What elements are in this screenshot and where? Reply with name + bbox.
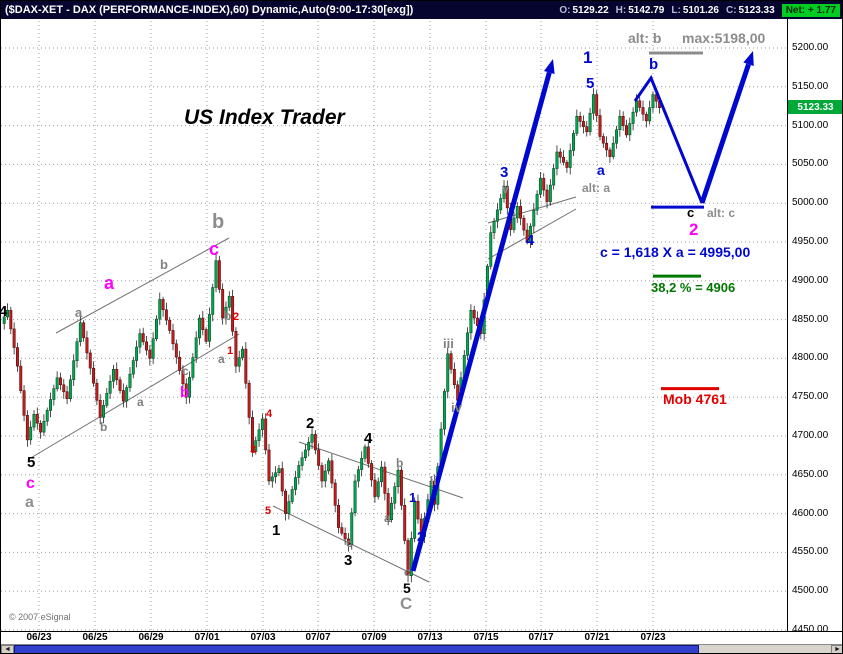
scroll-left-button[interactable]: ◄: [1, 645, 14, 653]
high-value: 5142.79: [628, 4, 665, 16]
low-quote: L: 5101.26: [671, 5, 719, 16]
window-titlebar[interactable]: ($DAX-XET - DAX (PERFORMANCE-INDEX),60) …: [1, 1, 842, 19]
time-axis-label: 07/23: [640, 632, 666, 643]
price-axis-label: 4950.00: [792, 236, 829, 247]
high-label: H:: [615, 4, 627, 16]
price-axis-label: 5150.00: [792, 80, 829, 92]
time-axis-label: 06/29: [138, 632, 164, 643]
low-value: 5101.26: [682, 4, 719, 16]
quote-readout: O: 5129.22 H: 5142.79 L: 5101.26 C: 5123.33 …: [559, 3, 840, 17]
price-axis-label: 5200.00: [792, 42, 829, 53]
last-price-badge: 5123.33: [788, 100, 842, 115]
time-axis-label: 06/25: [82, 632, 108, 643]
price-axis-label: 4700.00: [792, 430, 829, 441]
scrollbar-thumb[interactable]: [14, 645, 699, 653]
close-value: 5123.33: [738, 4, 775, 16]
time-axis-label: 07/15: [473, 632, 499, 643]
price-axis-label: 5100.00: [792, 119, 829, 131]
time-axis-label: 07/13: [417, 632, 443, 643]
net-change-badge: Net: + 1.77: [781, 3, 840, 17]
price-axis-label: 4600.00: [792, 507, 829, 519]
scroll-right-button[interactable]: ►: [831, 645, 842, 653]
open-label: O:: [559, 4, 571, 16]
price-axis-label: 4850.00: [792, 313, 829, 325]
chart-symbol-title: ($DAX-XET - DAX (PERFORMANCE-INDEX),60) …: [5, 4, 414, 16]
low-label: L:: [671, 4, 681, 16]
time-axis[interactable]: 06/23 06/25 06/29 07/01 07/03 07/07 07/09 07/13…: [1, 631, 842, 644]
horizontal-scrollbar[interactable]: ◄ ►: [1, 644, 842, 653]
price-axis-label: 4900.00: [792, 274, 829, 286]
close-quote: C: 5123.33: [726, 5, 775, 16]
time-axis-label: 07/07: [305, 632, 331, 643]
open-value: 5129.22: [572, 4, 609, 16]
time-axis-label: 07/03: [250, 632, 276, 643]
price-axis-label: 4800.00: [792, 352, 829, 364]
open-quote: O: 5129.22: [559, 5, 608, 16]
price-axis-label: 4650.00: [792, 468, 829, 480]
time-axis-label: 07/17: [528, 632, 554, 643]
time-axis-label: 07/09: [361, 632, 387, 643]
price-axis-label: 5000.00: [792, 197, 829, 209]
last-price-value: 5123.33: [797, 101, 834, 113]
price-axis-label: 4550.00: [792, 546, 829, 558]
time-axis-label: 07/01: [194, 632, 220, 643]
price-axis-label: 4500.00: [792, 585, 829, 597]
close-label: C:: [725, 4, 737, 16]
price-axis-label: 4750.00: [792, 391, 829, 403]
time-axis-label: 07/21: [584, 632, 610, 643]
price-axis-label: 5050.00: [792, 158, 829, 170]
high-quote: H: 5142.79: [616, 5, 665, 16]
price-axis-label: 4450.00: [792, 624, 829, 635]
time-axis-label: 06/23: [26, 632, 52, 643]
price-axis[interactable]: 5200.00 5150.00 5100.00 5050.00 5000.00 4950.…: [788, 19, 842, 635]
